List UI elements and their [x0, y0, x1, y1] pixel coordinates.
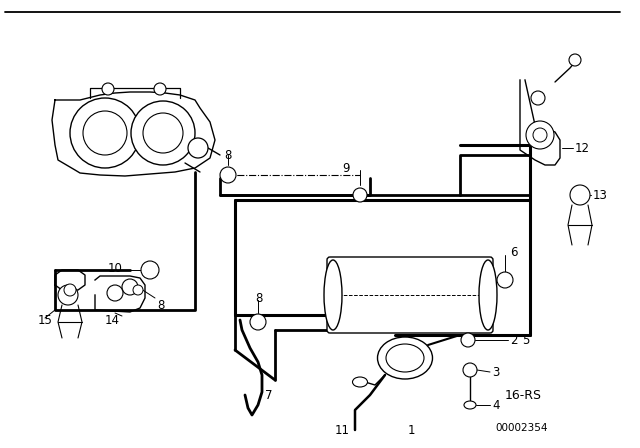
- Text: 8: 8: [255, 292, 262, 305]
- FancyBboxPatch shape: [327, 257, 493, 333]
- Text: 9: 9: [342, 161, 349, 175]
- Circle shape: [154, 83, 166, 95]
- Circle shape: [220, 167, 236, 183]
- Ellipse shape: [479, 260, 497, 330]
- Text: 4: 4: [492, 399, 499, 412]
- Text: 14: 14: [105, 314, 120, 327]
- Ellipse shape: [464, 401, 476, 409]
- Circle shape: [131, 101, 195, 165]
- Circle shape: [141, 261, 159, 279]
- Text: 1: 1: [408, 423, 415, 436]
- Text: 6: 6: [510, 246, 518, 258]
- Text: 11: 11: [335, 423, 350, 436]
- Text: 12: 12: [575, 142, 590, 155]
- Circle shape: [569, 54, 581, 66]
- Text: 2: 2: [510, 333, 518, 346]
- Text: 15: 15: [38, 314, 53, 327]
- Circle shape: [58, 285, 78, 305]
- Ellipse shape: [324, 260, 342, 330]
- Text: 7: 7: [265, 388, 273, 401]
- Circle shape: [250, 314, 266, 330]
- Circle shape: [143, 113, 183, 153]
- Text: 13: 13: [593, 189, 608, 202]
- Circle shape: [497, 272, 513, 288]
- Circle shape: [122, 279, 138, 295]
- Circle shape: [463, 363, 477, 377]
- Circle shape: [533, 128, 547, 142]
- Ellipse shape: [353, 377, 367, 387]
- Circle shape: [83, 111, 127, 155]
- Ellipse shape: [386, 344, 424, 372]
- Text: 8: 8: [157, 298, 164, 311]
- Text: 8: 8: [224, 148, 232, 161]
- Circle shape: [102, 83, 114, 95]
- Text: 16-RS: 16-RS: [505, 388, 542, 401]
- Text: 5: 5: [522, 333, 529, 346]
- Text: 00002354: 00002354: [495, 423, 547, 433]
- Circle shape: [353, 188, 367, 202]
- Text: 10: 10: [108, 262, 123, 275]
- Circle shape: [526, 121, 554, 149]
- Text: 3: 3: [492, 366, 499, 379]
- Circle shape: [461, 333, 475, 347]
- Circle shape: [531, 91, 545, 105]
- Circle shape: [133, 285, 143, 295]
- Circle shape: [64, 284, 76, 296]
- Circle shape: [188, 138, 208, 158]
- Circle shape: [70, 98, 140, 168]
- Ellipse shape: [378, 337, 433, 379]
- Circle shape: [107, 285, 123, 301]
- Circle shape: [570, 185, 590, 205]
